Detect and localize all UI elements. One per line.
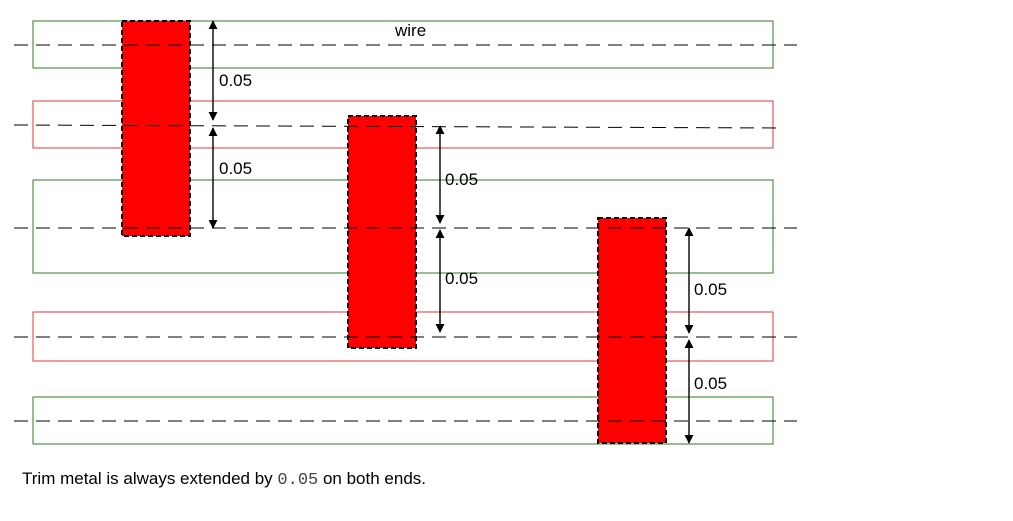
wire-label: wire <box>394 21 426 40</box>
dimension-label-2: 0.05 <box>219 159 252 178</box>
dimension-label-6: 0.05 <box>694 374 727 393</box>
dimension-label-5: 0.05 <box>694 280 727 299</box>
dimension-label-3: 0.05 <box>445 170 478 189</box>
trim-metal-3 <box>597 217 667 444</box>
caption-text-after: on both ends. <box>322 469 426 488</box>
dimension-label-4: 0.05 <box>445 269 478 288</box>
trim-metal-2 <box>347 115 417 349</box>
dimension-label-1: 0.05 <box>219 71 252 90</box>
caption-text-before: Trim metal is always extended by <box>22 469 273 488</box>
caption-code: 0.05 <box>277 471 319 490</box>
caption: Trim metal is always extended by 0.05 on… <box>22 469 426 490</box>
dimension-arrows <box>208 20 694 444</box>
trim-metal-1 <box>121 20 191 237</box>
centerline-2 <box>13 124 781 129</box>
trim-metal-shapes <box>121 20 667 444</box>
centerlines <box>13 44 797 422</box>
